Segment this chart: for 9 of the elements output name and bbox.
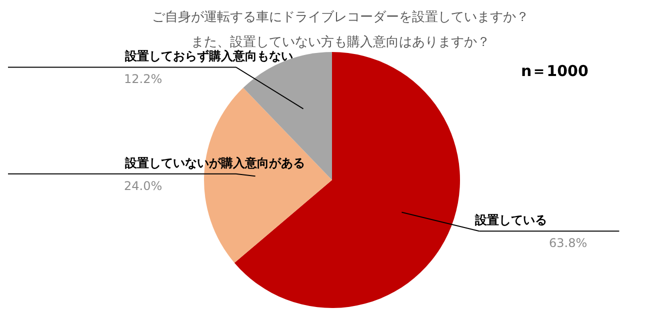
data-label: 12.2% bbox=[124, 72, 162, 86]
chart-title: ご自身が運転する車にドライブレコーダーを設置していますか？ bbox=[152, 10, 529, 25]
data-label: 63.8% bbox=[549, 236, 588, 250]
text: n＝1000 bbox=[521, 62, 588, 80]
slice-label: 設置しておらず購入意向もない bbox=[124, 49, 293, 63]
chart-subtitle: また、設置していない方も購入意向はありますか？ bbox=[191, 34, 490, 50]
data-label: 24.0% bbox=[124, 179, 162, 193]
slice-label: 設置している bbox=[474, 213, 547, 227]
slice-label: 設置していないが購入意向がある bbox=[124, 156, 305, 170]
